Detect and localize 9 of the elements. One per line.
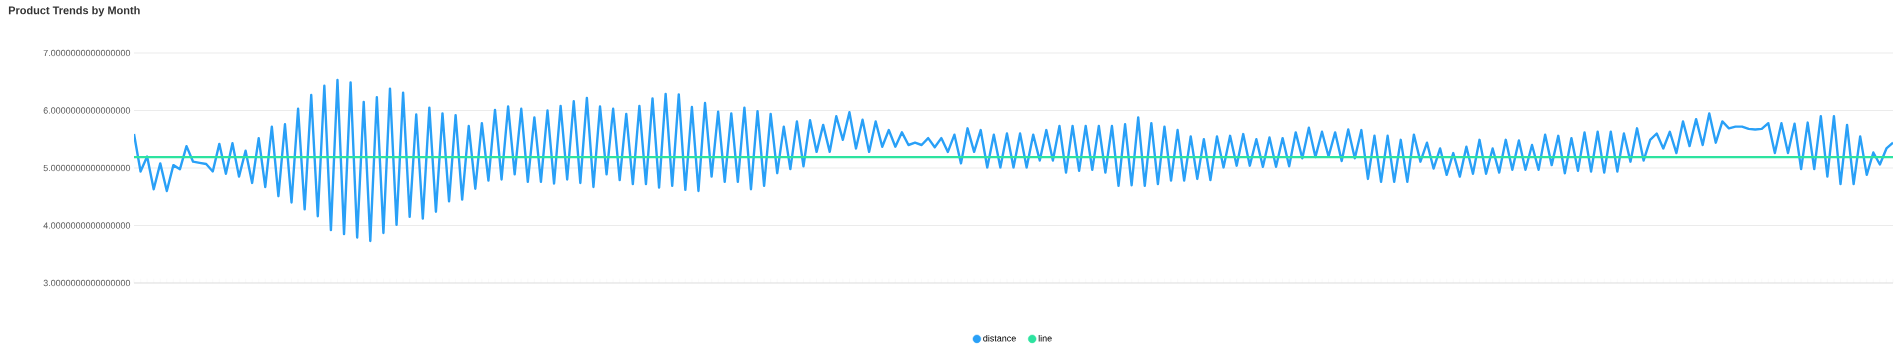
legend-label: line (1038, 334, 1052, 342)
y-tick-label: 3.0000000000000000 (43, 279, 131, 287)
y-tick-label: 5.0000000000000000 (43, 164, 131, 172)
chart-title: Product Trends by Month (8, 6, 140, 17)
legend-label: distance (983, 334, 1016, 342)
y-tick-label: 7.0000000000000000 (43, 49, 131, 57)
y-tick-label: 4.0000000000000000 (43, 222, 131, 229)
line-series (134, 78, 1894, 243)
y-tick-label: 6.0000000000000000 (43, 107, 131, 114)
